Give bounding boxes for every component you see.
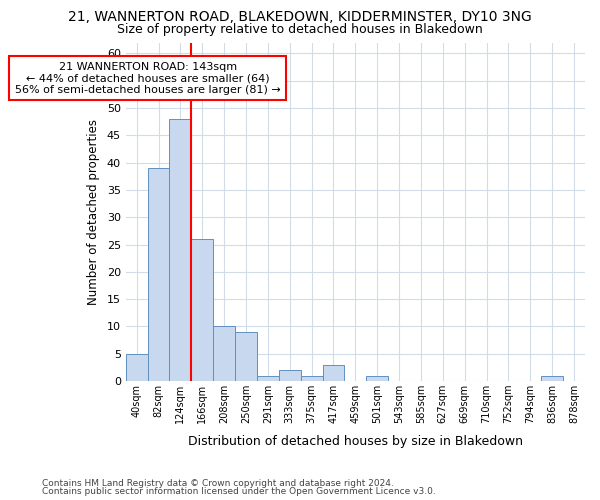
- Bar: [126, 354, 148, 381]
- Bar: [257, 376, 279, 381]
- Bar: [367, 376, 388, 381]
- Bar: [235, 332, 257, 381]
- Text: Size of property relative to detached houses in Blakedown: Size of property relative to detached ho…: [117, 22, 483, 36]
- Bar: [323, 364, 344, 381]
- Y-axis label: Number of detached properties: Number of detached properties: [87, 119, 100, 305]
- Bar: [213, 326, 235, 381]
- Bar: [279, 370, 301, 381]
- Text: 21, WANNERTON ROAD, BLAKEDOWN, KIDDERMINSTER, DY10 3NG: 21, WANNERTON ROAD, BLAKEDOWN, KIDDERMIN…: [68, 10, 532, 24]
- Bar: [301, 376, 323, 381]
- Text: Contains public sector information licensed under the Open Government Licence v3: Contains public sector information licen…: [42, 487, 436, 496]
- Bar: [191, 239, 213, 381]
- X-axis label: Distribution of detached houses by size in Blakedown: Distribution of detached houses by size …: [188, 434, 523, 448]
- Bar: [169, 119, 191, 381]
- Bar: [541, 376, 563, 381]
- Text: Contains HM Land Registry data © Crown copyright and database right 2024.: Contains HM Land Registry data © Crown c…: [42, 478, 394, 488]
- Text: 21 WANNERTON ROAD: 143sqm
← 44% of detached houses are smaller (64)
56% of semi-: 21 WANNERTON ROAD: 143sqm ← 44% of detac…: [15, 62, 280, 95]
- Bar: [148, 168, 169, 381]
